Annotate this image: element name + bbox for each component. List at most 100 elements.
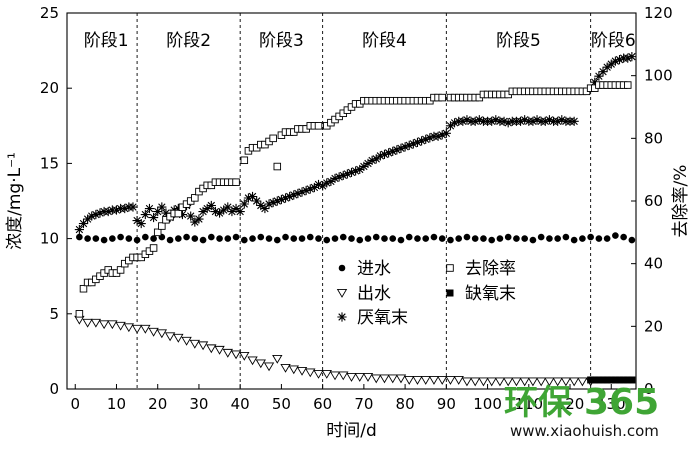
point-filled-circle: [84, 235, 91, 242]
point-asterisk: [388, 146, 398, 156]
point-asterisk: [400, 142, 410, 152]
point-asterisk: [297, 187, 307, 197]
point-asterisk: [227, 206, 237, 217]
point-open-triangle-down: [560, 377, 572, 387]
point-open-triangle-down: [420, 376, 431, 385]
point-filled-circle: [405, 233, 413, 241]
point-asterisk: [470, 116, 480, 126]
point-filled-circle: [430, 233, 438, 241]
point-asterisk: [293, 188, 303, 199]
point-filled-circle: [471, 235, 479, 242]
point-open-square: [273, 162, 282, 171]
point-open-triangle-down: [272, 354, 283, 364]
point-open-triangle-down: [230, 350, 242, 360]
legend-label: 出水: [357, 284, 391, 304]
point-asterisk: [144, 203, 155, 214]
point-filled-circle: [125, 235, 133, 242]
point-asterisk: [445, 121, 456, 131]
point-open-triangle-down: [131, 324, 143, 334]
point-filled-circle: [587, 233, 594, 241]
point-open-square: [232, 178, 240, 186]
axes: 0 10 20 30 40 50 60 70 80 90 100 110 120 130 0 5 10 15 20 2…: [5, 4, 691, 441]
series-open-square: [75, 81, 632, 318]
point-asterisk: [252, 196, 262, 206]
point-asterisk: [198, 206, 208, 217]
point-asterisk: [243, 193, 254, 203]
point-filled-circle: [323, 236, 331, 244]
data-series: [74, 52, 637, 387]
point-asterisk: [544, 115, 555, 125]
point-open-triangle-down: [486, 377, 497, 387]
point-open-triangle-down: [214, 345, 225, 355]
point-filled-circle: [109, 235, 116, 242]
point-filled-square: [607, 376, 615, 384]
watermark-logo: 环保 365 www.xiaohuish.com: [444, 374, 694, 444]
legend-label: 去除率: [465, 259, 516, 279]
point-open-triangle-down: [338, 371, 349, 381]
point-filled-circle: [331, 235, 339, 242]
point-asterisk: [330, 173, 340, 184]
point-filled-circle: [166, 236, 174, 244]
point-filled-circle: [570, 236, 578, 244]
x-tick-label: 60: [313, 395, 332, 413]
point-asterisk: [309, 182, 319, 193]
point-open-square: [314, 122, 323, 130]
y-left-tick-label: 10: [40, 230, 59, 248]
x-tick-label: 100: [473, 395, 502, 413]
point-asterisk: [120, 203, 130, 214]
point-filled-circle: [208, 233, 215, 241]
point-asterisk: [557, 115, 567, 125]
point-asterisk: [623, 53, 633, 63]
point-asterisk: [239, 199, 249, 209]
point-asterisk: [219, 205, 229, 215]
point-open-triangle-down: [362, 372, 374, 382]
point-filled-circle: [488, 236, 495, 244]
y-left-tick-label: 5: [49, 305, 59, 323]
point-filled-circle: [579, 235, 586, 242]
point-asterisk: [351, 166, 361, 176]
point-filled-circle: [257, 233, 265, 241]
point-open-square: [191, 194, 199, 202]
point-open-square: [153, 228, 162, 237]
point-filled-circle: [529, 236, 537, 244]
point-open-triangle-down: [346, 372, 357, 382]
point-open-triangle-down: [247, 356, 258, 366]
point-open-triangle-down: [239, 351, 250, 361]
point-filled-circle: [562, 233, 570, 241]
point-asterisk: [392, 145, 402, 155]
point-asterisk: [289, 190, 299, 200]
point-filled-circle: [298, 235, 306, 242]
point-filled-circle: [620, 233, 627, 241]
point-open-triangle-down: [156, 329, 168, 339]
point-filled-circle: [240, 236, 248, 244]
point-asterisk: [590, 77, 600, 87]
point-asterisk: [202, 203, 212, 214]
point-asterisk: [301, 185, 311, 196]
point-asterisk: [499, 116, 509, 126]
point-open-triangle-down: [494, 377, 506, 387]
point-filled-circle: [537, 233, 545, 241]
point-filled-circle: [348, 235, 355, 242]
point-open-triangle-down: [98, 320, 110, 330]
point-open-triangle-down: [535, 377, 547, 387]
point-open-triangle-down: [164, 332, 176, 342]
x-tick-label: 40: [231, 395, 250, 413]
point-open-square: [116, 266, 125, 274]
x-tick-label: 50: [272, 395, 291, 413]
y-left-tick-label: 0: [49, 380, 59, 398]
point-asterisk: [140, 209, 150, 220]
watermark-site: www.xiaohuish.com: [510, 422, 659, 440]
legend-marker: [336, 289, 348, 298]
point-open-triangle-down: [470, 377, 481, 387]
x-tick-label: 80: [396, 395, 415, 413]
point-filled-circle: [216, 235, 223, 242]
point-filled-circle: [496, 235, 504, 242]
point-open-triangle-down: [412, 376, 423, 385]
point-filled-circle: [372, 233, 380, 241]
series-asterisk: [74, 52, 637, 235]
point-asterisk: [231, 203, 241, 214]
point-filled-square: [616, 376, 624, 384]
point-filled-circle: [628, 236, 636, 244]
point-filled-circle: [76, 233, 83, 241]
watermark-brand-cn: 环保: [504, 383, 573, 423]
